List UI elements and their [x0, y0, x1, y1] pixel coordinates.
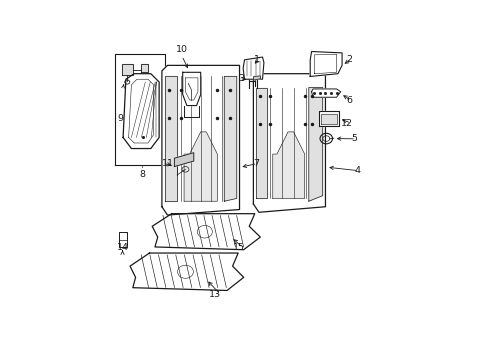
Polygon shape — [272, 132, 304, 198]
Text: 3: 3 — [237, 74, 244, 83]
Polygon shape — [321, 114, 336, 123]
Polygon shape — [243, 57, 264, 79]
Text: 7: 7 — [252, 159, 259, 168]
Polygon shape — [311, 89, 340, 97]
Polygon shape — [318, 111, 339, 126]
Text: 9: 9 — [117, 113, 123, 122]
Text: 10: 10 — [176, 45, 187, 54]
Polygon shape — [224, 76, 236, 201]
Text: 5: 5 — [350, 134, 357, 143]
Text: 1: 1 — [254, 55, 260, 64]
Polygon shape — [141, 64, 148, 72]
Polygon shape — [309, 51, 342, 76]
Polygon shape — [308, 87, 322, 201]
Text: 15: 15 — [232, 243, 244, 252]
Text: 13: 13 — [209, 289, 221, 298]
Polygon shape — [183, 132, 217, 201]
Polygon shape — [115, 54, 164, 165]
Text: 6: 6 — [346, 96, 352, 105]
Polygon shape — [130, 253, 243, 291]
Polygon shape — [164, 76, 177, 201]
Polygon shape — [253, 74, 325, 212]
Polygon shape — [174, 153, 193, 167]
Polygon shape — [119, 232, 127, 247]
Text: 4: 4 — [353, 166, 359, 175]
Polygon shape — [152, 214, 260, 250]
Polygon shape — [253, 76, 260, 80]
Polygon shape — [256, 87, 267, 198]
Text: 14: 14 — [116, 243, 128, 252]
Polygon shape — [183, 72, 200, 105]
Polygon shape — [122, 64, 133, 75]
Text: 2: 2 — [346, 55, 352, 64]
Text: 12: 12 — [340, 118, 352, 127]
Text: 8: 8 — [139, 170, 144, 179]
Polygon shape — [123, 74, 159, 149]
Text: 11: 11 — [162, 159, 174, 168]
Polygon shape — [162, 66, 239, 215]
